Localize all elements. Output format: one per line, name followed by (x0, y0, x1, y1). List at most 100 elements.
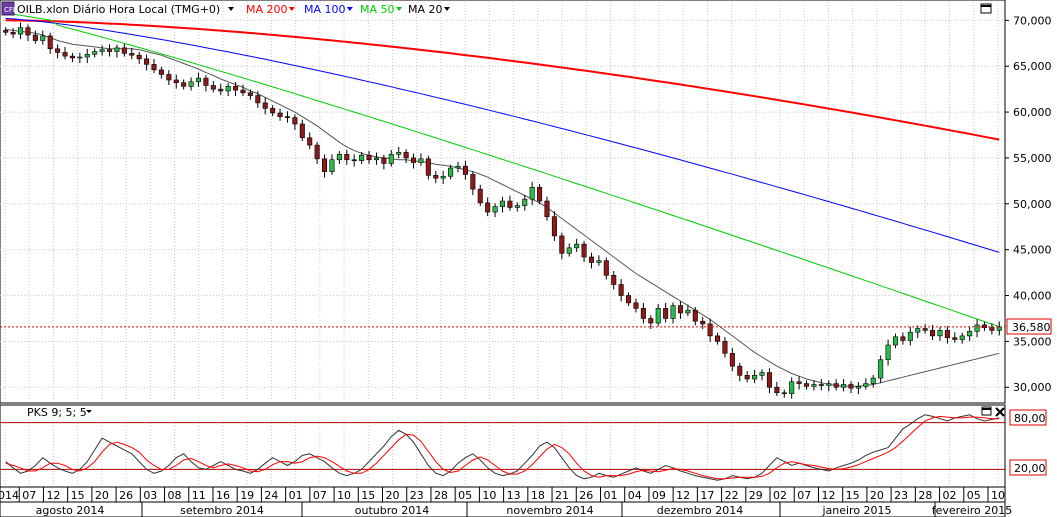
chevron-down-icon[interactable] (396, 7, 402, 11)
legend: MA 200 MA 100 MA 50 MA 20 (228, 3, 450, 16)
x-day-label: 23 (894, 489, 908, 502)
candle (952, 332, 958, 343)
candle (981, 321, 987, 331)
candle (870, 374, 876, 388)
candle (55, 44, 61, 59)
x-day-label: 26 (119, 489, 133, 502)
chevron-down-icon[interactable] (228, 7, 234, 11)
x-day-label: 11 (192, 489, 206, 502)
x-month-label: dezembro 2014 (657, 504, 744, 517)
x-day-label: 17 (700, 489, 714, 502)
candle (329, 154, 335, 175)
legend-item[interactable]: MA 200 (246, 3, 288, 16)
candle (729, 347, 735, 372)
candle (277, 108, 283, 121)
x-day-label: 29 (749, 489, 763, 502)
candle (485, 197, 491, 217)
legend-item[interactable]: MA 100 (304, 3, 346, 16)
x-day-label: 02 (943, 489, 957, 502)
symbol-label[interactable]: OILB.xlon Diário Hora Local (TMG+0) (17, 3, 220, 16)
candle (715, 332, 721, 345)
chevron-down-icon[interactable] (86, 410, 92, 413)
candle (544, 196, 550, 221)
legend-item[interactable]: MA 50 (360, 3, 395, 16)
level-high-box (1009, 409, 1047, 426)
y-tick-label: 35,000 (1013, 335, 1052, 348)
candle (663, 302, 669, 323)
candle (626, 292, 632, 307)
candle (752, 369, 758, 384)
legend-item[interactable]: MA 20 (408, 3, 443, 16)
x-day-label: 10 (337, 489, 351, 502)
candle (40, 30, 46, 45)
y-tick-label: 30,000 (1013, 381, 1052, 394)
candle (492, 203, 498, 218)
candle (203, 74, 209, 92)
time-axis[interactable]: 2014071215202603081116192401071015202328… (0, 486, 1012, 517)
oscillator-maximize-icon[interactable] (981, 406, 992, 416)
candle (989, 323, 995, 335)
candle (195, 72, 202, 87)
y-tick-label: 40,000 (1013, 290, 1052, 303)
candle (92, 48, 98, 58)
candle (588, 252, 595, 269)
candle (611, 271, 617, 290)
ma200-line (5, 19, 1000, 141)
candle (225, 83, 231, 97)
candle (433, 171, 439, 184)
candle (700, 316, 706, 329)
x-day-label: 19 (240, 489, 254, 502)
candle (648, 315, 654, 329)
chevron-down-icon[interactable] (444, 7, 450, 11)
ma50-line (5, 12, 1000, 328)
x-day-label: 28 (918, 489, 932, 502)
x-day-label: 13 (507, 489, 521, 502)
candle (781, 389, 787, 398)
candle (677, 301, 683, 319)
y-tick-label: 45,000 (1013, 244, 1052, 257)
oscillator-label[interactable]: PKS 9; 5; 5 (27, 406, 87, 419)
candle (633, 298, 639, 313)
candle (270, 105, 276, 117)
candle (529, 181, 535, 206)
x-day-label: 20 (95, 489, 109, 502)
chevron-down-icon[interactable] (346, 7, 353, 11)
candle (47, 32, 53, 54)
candle (826, 380, 832, 392)
candle (373, 152, 379, 165)
maximize-icon[interactable] (980, 3, 992, 14)
price-axis[interactable]: 70,000 65,000 60,000 55,000 50,000 45,000 40,0… (1005, 14, 1052, 394)
x-day-label: 04 (628, 489, 642, 502)
level-high-label: 80,00 (1014, 412, 1046, 425)
x-day-label: 15 (846, 489, 860, 502)
candle (359, 151, 365, 164)
x-day-label: 12 (821, 489, 835, 502)
candle (84, 48, 90, 63)
x-day-label: 20 (870, 489, 884, 502)
candle (396, 147, 402, 159)
candle (344, 149, 350, 165)
candle (448, 164, 454, 180)
oscillator-panel (0, 404, 1006, 488)
candle (566, 243, 572, 257)
candle (403, 149, 409, 163)
candle (462, 160, 468, 180)
candle (915, 325, 921, 339)
candle (381, 154, 387, 170)
price-label-box (1006, 318, 1052, 335)
candle (10, 27, 16, 39)
chevron-down-icon[interactable] (288, 7, 295, 11)
x-day-label: 10 (482, 489, 496, 502)
x-day-label: 15 (361, 489, 375, 502)
candle (455, 161, 461, 173)
close-icon[interactable] (995, 407, 1005, 417)
candle (388, 149, 394, 167)
candle (967, 326, 973, 341)
candle (833, 379, 839, 391)
candle (655, 304, 661, 327)
candle (507, 195, 513, 211)
candle (240, 84, 246, 97)
candle (855, 382, 861, 395)
candle (284, 111, 290, 123)
